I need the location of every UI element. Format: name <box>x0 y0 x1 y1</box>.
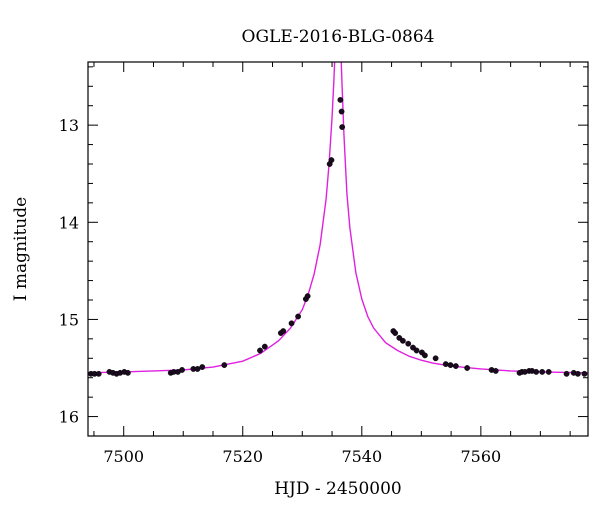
x-tick-label: 7500 <box>103 447 144 466</box>
data-point <box>405 340 412 347</box>
data-point <box>574 370 581 377</box>
chart-title: OGLE-2016-BLG-0864 <box>242 27 435 47</box>
data-point <box>399 337 406 344</box>
data-point <box>392 330 399 336</box>
data-point <box>581 370 588 377</box>
y-tick-label: 13 <box>59 116 79 135</box>
y-tick-label: 14 <box>59 213 79 232</box>
data-point <box>339 124 346 130</box>
data-point <box>533 368 540 375</box>
model-curve-layer <box>88 62 588 374</box>
data-point <box>179 367 185 373</box>
data-point <box>442 361 449 368</box>
data-points-layer <box>88 96 588 377</box>
data-point <box>492 368 499 374</box>
x-tick-label: 7520 <box>222 447 263 466</box>
data-point <box>328 157 335 164</box>
data-point <box>539 368 546 375</box>
x-tick-label: 7540 <box>341 447 382 466</box>
y-tick-label: 16 <box>59 408 79 427</box>
data-point <box>421 352 428 359</box>
data-point <box>338 108 345 115</box>
data-point <box>432 355 439 362</box>
data-point <box>563 370 570 377</box>
axis-tick-labels: 7500 7520 7540 7560 13 14 15 16 <box>59 116 502 466</box>
y-tick-label: 15 <box>59 310 79 329</box>
data-point <box>261 343 268 350</box>
data-point <box>337 96 344 103</box>
data-point <box>95 370 102 377</box>
data-point <box>280 328 287 334</box>
data-point <box>413 347 420 354</box>
data-point <box>464 365 471 371</box>
model-curve <box>88 62 588 374</box>
data-point <box>199 364 206 370</box>
data-point <box>221 362 228 368</box>
data-point <box>447 362 454 368</box>
x-axis-label: HJD - 2450000 <box>274 479 402 499</box>
data-point <box>295 313 302 320</box>
x-tick-label: 7560 <box>461 447 502 466</box>
data-point <box>545 368 552 375</box>
data-point <box>304 293 311 300</box>
axis-ticks <box>88 62 588 437</box>
data-point <box>452 363 459 369</box>
data-point <box>124 369 131 376</box>
data-point <box>257 347 263 354</box>
y-axis-label: I magnitude <box>11 197 31 301</box>
data-point <box>288 320 295 327</box>
plot-frame <box>87 61 589 437</box>
